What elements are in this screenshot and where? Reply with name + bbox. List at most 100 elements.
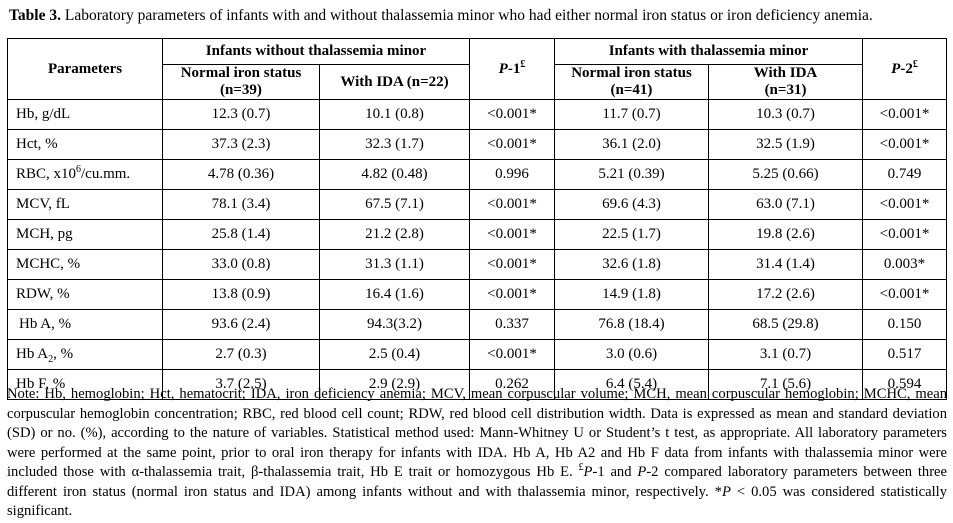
cell-without-normal: 33.0 (0.8) xyxy=(162,249,320,280)
cell-without-normal: 3.7 (2.5) xyxy=(162,369,320,400)
row-label: Hb, g/dL xyxy=(7,99,163,130)
table-caption: Table 3. Laboratory parameters of infant… xyxy=(9,6,873,26)
p1-italic: P xyxy=(498,60,508,77)
col-header-with-ida: With IDA (n=31) xyxy=(707,64,864,100)
cell-without-normal: 93.6 (2.4) xyxy=(162,309,320,340)
p1-sup: £ xyxy=(520,58,526,70)
col-header-with-normal: Normal iron status (n=41) xyxy=(554,64,709,100)
cell-without-normal: 25.8 (1.4) xyxy=(162,219,320,250)
col-header-without-normal: Normal iron status (n=39) xyxy=(162,64,320,100)
with-ida-label: With IDA xyxy=(753,65,818,81)
header-row-2: Normal iron status (n=39) With IDA (n=22)… xyxy=(8,64,947,100)
cell-with-normal: 14.9 (1.8) xyxy=(554,279,709,310)
with-normal-n: (n=41) xyxy=(610,82,653,98)
lab-parameters-table: Parameters Infants without thalassemia m… xyxy=(7,38,948,400)
header-row-1: Parameters Infants without thalassemia m… xyxy=(7,38,948,100)
table-row: Hb F, % 3.7 (2.5) 2.9 (2.9) 0.262 6.4 (5… xyxy=(7,369,948,400)
cell-without-normal: 4.78 (0.36) xyxy=(162,159,320,190)
cell-with-normal: 22.5 (1.7) xyxy=(554,219,709,250)
cell-without-ida: 21.2 (2.8) xyxy=(319,219,470,250)
cell-p2: 0.517 xyxy=(862,339,948,370)
row-label-post: , % xyxy=(53,346,74,362)
cell-with-ida: 63.0 (7.1) xyxy=(707,189,864,220)
row-label-sup: 6 xyxy=(76,164,82,175)
cell-p1: 0.262 xyxy=(469,369,555,400)
col-header-group-without: Infants without thalassemia minor xyxy=(162,38,470,65)
cell-p2: 0.594 xyxy=(862,369,948,400)
cell-p2: <0.001* xyxy=(862,99,948,130)
cell-with-normal: 3.0 (0.6) xyxy=(554,339,709,370)
col-header-group-with: Infants with thalassemia minor xyxy=(553,38,864,65)
with-ida-n: (n=31) xyxy=(764,82,807,98)
cell-p1: 0.996 xyxy=(469,159,555,190)
without-normal-n: (n=39) xyxy=(220,82,262,98)
row-label: Hb A2, % xyxy=(7,339,163,370)
row-label: Hb F, % xyxy=(7,369,163,400)
cell-with-ida: 5.25 (0.66) xyxy=(707,159,864,190)
row-label-sub: 2 xyxy=(48,354,54,365)
table-row: RBC, x106/cu.mm. 4.78 (0.36) 4.82 (0.48)… xyxy=(7,159,948,190)
cell-with-ida: 17.2 (2.6) xyxy=(707,279,864,310)
table-row: Hct, % 37.3 (2.3) 32.3 (1.7) <0.001* 36.… xyxy=(7,129,948,160)
note-pound-sup: £ xyxy=(578,462,584,474)
note-part-1: Note: Hb, hemoglobin; Hct, hematocrit; I… xyxy=(7,386,947,480)
cell-p1: 0.337 xyxy=(469,309,555,340)
col-header-p1: P-1£ xyxy=(469,38,555,100)
cell-without-normal: 13.8 (0.9) xyxy=(162,279,320,310)
cell-without-ida: 4.82 (0.48) xyxy=(319,159,470,190)
row-label-pre: RBC, x10 xyxy=(16,166,77,182)
cell-p1: <0.001* xyxy=(469,189,555,220)
note-p-italic: P xyxy=(637,464,647,480)
cell-with-ida: 3.1 (0.7) xyxy=(707,339,864,370)
note-p-italic: P xyxy=(583,464,593,480)
p2-italic: P xyxy=(891,60,901,77)
cell-p2: <0.001* xyxy=(862,129,948,160)
cell-with-normal: 36.1 (2.0) xyxy=(554,129,709,160)
col-header-without-ida: With IDA (n=22) xyxy=(319,64,470,100)
cell-p1: <0.001* xyxy=(469,129,555,160)
row-label: MCH, pg xyxy=(7,219,163,250)
cell-with-ida: 68.5 (29.8) xyxy=(707,309,864,340)
cell-p2: <0.001* xyxy=(862,189,948,220)
cell-p1: <0.001* xyxy=(469,339,555,370)
cell-with-ida: 31.4 (1.4) xyxy=(707,249,864,280)
cell-without-normal: 12.3 (0.7) xyxy=(162,99,320,130)
cell-with-ida: 10.3 (0.7) xyxy=(707,99,864,130)
table-row: MCV, fL 78.1 (3.4) 67.5 (7.1) <0.001* 69… xyxy=(7,189,948,220)
cell-with-normal: 6.4 (5.4) xyxy=(554,369,709,400)
cell-without-ida: 16.4 (1.6) xyxy=(319,279,470,310)
cell-p1: <0.001* xyxy=(469,279,555,310)
cell-without-ida: 32.3 (1.7) xyxy=(319,129,470,160)
table-row: Hb A, % 93.6 (2.4) 94.3(3.2) 0.337 76.8 … xyxy=(7,309,948,340)
row-label: MCV, fL xyxy=(7,189,163,220)
col-header-parameters: Parameters xyxy=(7,38,163,100)
note-p-italic: P xyxy=(721,483,731,500)
row-label: RBC, x106/cu.mm. xyxy=(7,159,163,190)
p2-sup: £ xyxy=(912,58,918,70)
row-label-post: /cu.mm. xyxy=(81,166,131,182)
col-header-p2: P-2£ xyxy=(862,38,948,100)
cell-p1: <0.001* xyxy=(469,219,555,250)
caption-label: Table 3. xyxy=(9,7,61,24)
cell-without-normal: 78.1 (3.4) xyxy=(162,189,320,220)
cell-without-normal: 2.7 (0.3) xyxy=(162,339,320,370)
without-normal-label: Normal iron status xyxy=(180,65,302,81)
note-part-3: -2 compared laboratory parameters betwee… xyxy=(7,464,948,500)
cell-with-normal: 11.7 (0.7) xyxy=(554,99,709,130)
table-row: Hb, g/dL 12.3 (0.7) 10.1 (0.8) <0.001* 1… xyxy=(7,99,948,130)
cell-with-ida: 7.1 (5.6) xyxy=(707,369,864,400)
cell-p2: <0.001* xyxy=(862,279,948,310)
cell-with-normal: 5.21 (0.39) xyxy=(554,159,709,190)
cell-p2: 0.749 xyxy=(862,159,948,190)
cell-with-normal: 69.6 (4.3) xyxy=(554,189,709,220)
note-part-4: < 0.05 was considered statistically sign… xyxy=(7,483,947,520)
cell-without-ida: 2.5 (0.4) xyxy=(319,339,470,370)
table-footnote: Note: Hb, hemoglobin; Hct, hematocrit; I… xyxy=(7,385,947,522)
cell-without-ida: 67.5 (7.1) xyxy=(319,189,470,220)
table-row: MCHC, % 33.0 (0.8) 31.3 (1.1) <0.001* 32… xyxy=(7,249,948,280)
table-row: RDW, % 13.8 (0.9) 16.4 (1.6) <0.001* 14.… xyxy=(7,279,948,310)
cell-without-ida: 2.9 (2.9) xyxy=(319,369,470,400)
cell-with-normal: 32.6 (1.8) xyxy=(554,249,709,280)
cell-p2: <0.001* xyxy=(862,219,948,250)
